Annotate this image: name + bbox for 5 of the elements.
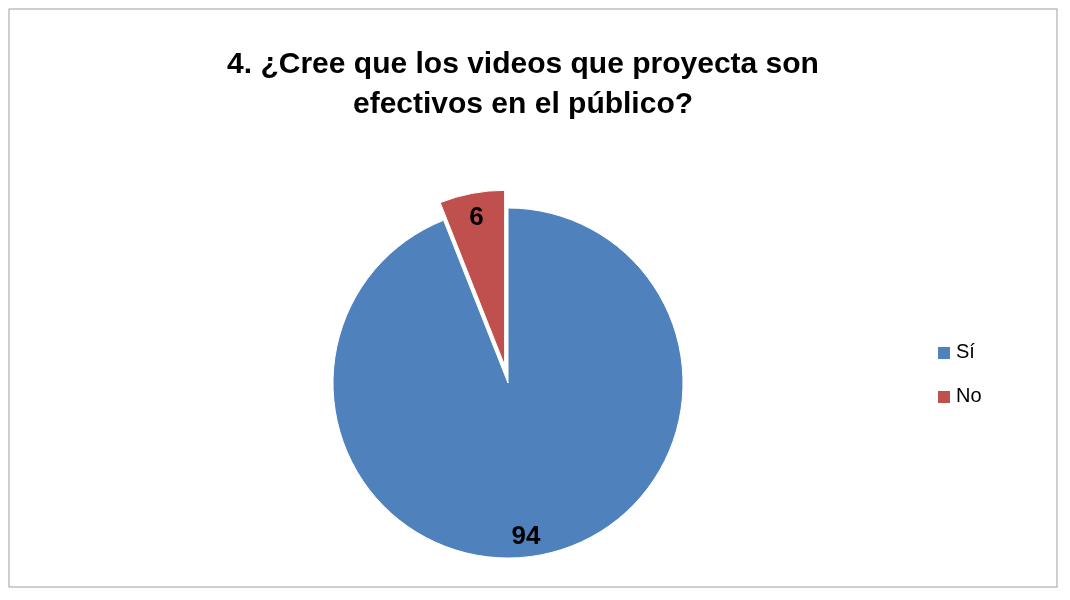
legend-label: Sí (956, 340, 976, 363)
chart-title: 4. ¿Cree que los videos que proyecta son efectivos en el público? (227, 46, 819, 119)
legend-label: No (956, 384, 982, 407)
data-label: 6 (469, 200, 484, 231)
data-label: 94 (511, 520, 542, 551)
